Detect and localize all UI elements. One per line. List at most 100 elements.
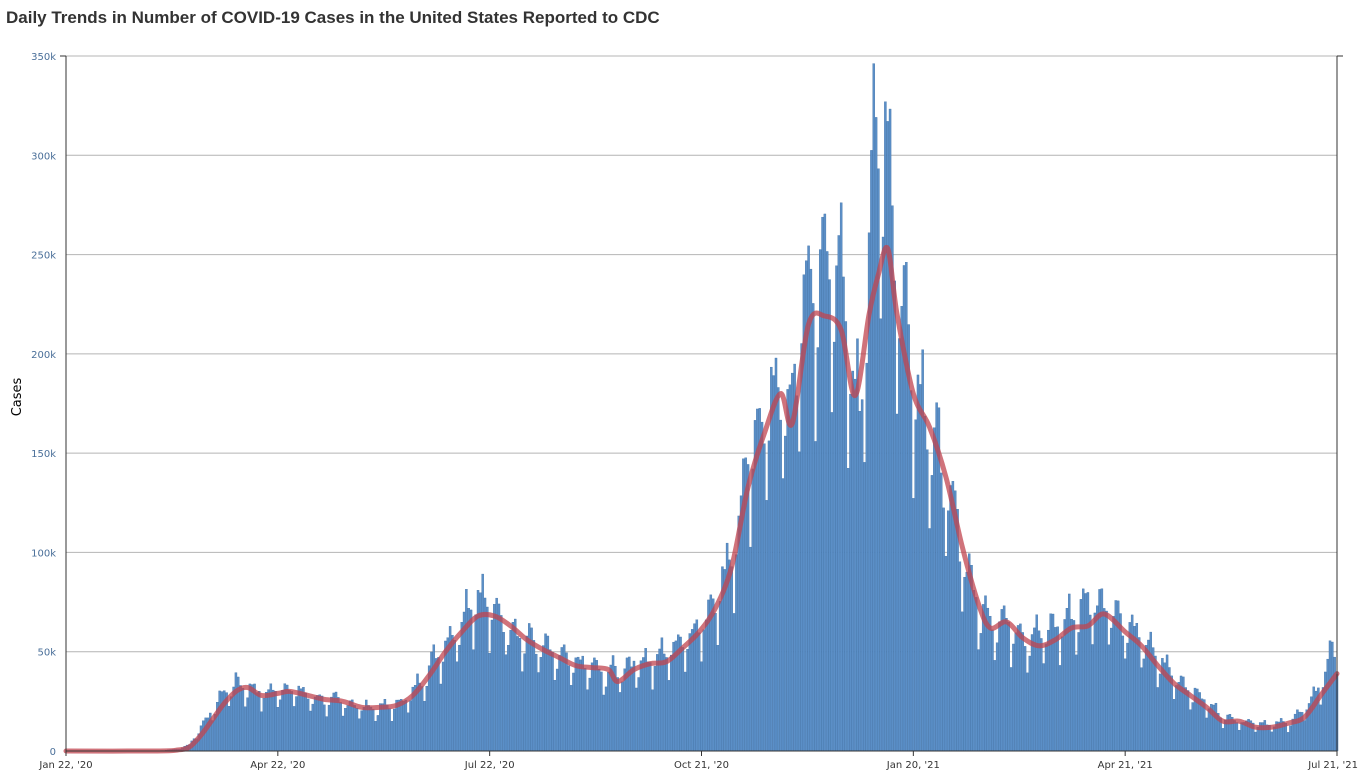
bar <box>958 561 962 752</box>
bar <box>488 653 491 752</box>
bar <box>814 441 817 752</box>
gridlines <box>66 55 1337 653</box>
bar <box>1165 654 1169 752</box>
bar <box>339 702 342 752</box>
bar <box>304 692 307 752</box>
bar <box>844 321 848 752</box>
bar <box>639 660 643 752</box>
bar <box>295 696 298 752</box>
bar <box>218 690 221 752</box>
bar <box>244 706 247 752</box>
bar <box>1049 613 1052 752</box>
bar <box>230 696 233 752</box>
bar <box>898 338 901 752</box>
chart-title: Daily Trends in Number of COVID-19 Cases… <box>6 8 660 27</box>
bar <box>770 366 773 752</box>
bar <box>974 597 978 752</box>
bar <box>737 515 740 752</box>
bar <box>667 680 671 752</box>
bar <box>551 651 554 752</box>
bar <box>290 691 294 752</box>
bar <box>991 629 994 752</box>
bar <box>602 694 605 752</box>
x-tick-label: Jul 21, '21 <box>1307 760 1358 771</box>
bar <box>972 590 976 752</box>
bar <box>469 609 473 752</box>
bar <box>772 375 775 752</box>
bar <box>434 658 438 752</box>
bar <box>728 559 731 752</box>
x-tick-label: Apr 21, '21 <box>1098 760 1153 771</box>
bar <box>367 705 370 752</box>
bar <box>1137 637 1141 752</box>
bar <box>884 101 887 752</box>
bar <box>849 393 852 752</box>
bar <box>490 619 494 752</box>
bar <box>251 684 254 752</box>
bar <box>346 705 349 752</box>
bar <box>1175 685 1178 752</box>
bar <box>779 419 782 752</box>
bar <box>1002 605 1006 752</box>
bar <box>995 642 999 752</box>
bar <box>616 677 619 752</box>
bar <box>374 721 377 752</box>
bar <box>912 498 915 752</box>
bar <box>1170 675 1173 752</box>
bar <box>809 268 813 752</box>
bar <box>1272 726 1276 752</box>
bar <box>1324 671 1327 752</box>
bar <box>1186 690 1190 752</box>
bar <box>581 655 584 752</box>
bar <box>1254 731 1257 752</box>
bar <box>318 694 321 752</box>
bar <box>821 216 824 752</box>
bar <box>1119 613 1122 752</box>
bar <box>670 654 673 752</box>
bar <box>1079 599 1083 752</box>
bar <box>355 708 359 752</box>
bar <box>386 704 389 752</box>
bar <box>567 665 571 752</box>
bar <box>916 374 920 752</box>
bar <box>944 556 948 752</box>
bar <box>1158 673 1162 752</box>
bar <box>399 699 403 752</box>
bar <box>472 649 475 752</box>
x-tick-label: Jan 22, '20 <box>38 760 92 771</box>
bar <box>1105 610 1108 752</box>
bar <box>493 604 496 752</box>
bar <box>1082 588 1085 752</box>
bar <box>784 435 787 752</box>
y-tick-label: 50k <box>37 648 56 659</box>
bar <box>588 677 591 752</box>
bar <box>227 706 231 752</box>
bar <box>437 657 440 752</box>
bar <box>248 683 252 752</box>
bar <box>895 413 899 752</box>
bar <box>1256 726 1260 752</box>
bar <box>1086 592 1090 752</box>
bar <box>1093 612 1097 752</box>
bar <box>963 577 966 752</box>
bar <box>977 649 980 752</box>
bar <box>1068 593 1071 752</box>
bar <box>919 384 922 752</box>
bar <box>309 710 312 752</box>
bar <box>688 633 692 752</box>
line-series <box>63 244 1340 754</box>
bar <box>1056 626 1059 752</box>
bar <box>344 708 347 752</box>
bar <box>590 662 594 752</box>
bar <box>832 341 836 752</box>
y-tick-label: 100k <box>31 548 56 559</box>
bar <box>621 681 624 752</box>
bar <box>1331 641 1334 752</box>
bar <box>923 415 927 752</box>
bar <box>877 168 880 752</box>
bar <box>1051 613 1055 752</box>
bar <box>988 615 992 752</box>
bar <box>255 692 259 752</box>
bar <box>660 637 664 752</box>
bar <box>981 604 985 752</box>
